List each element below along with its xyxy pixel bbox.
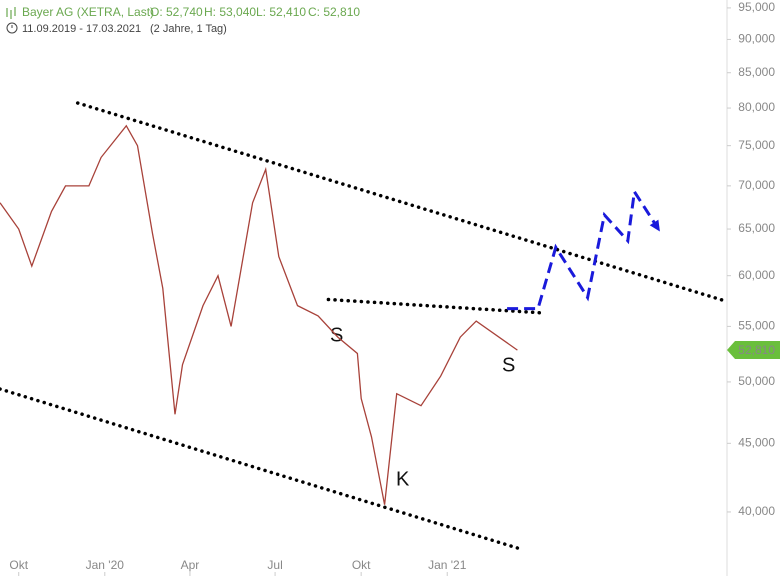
x-tick-label: Okt bbox=[9, 558, 28, 572]
clock-icon bbox=[6, 22, 18, 34]
price-line bbox=[0, 124, 518, 505]
ohlc-high: H: 53,040 bbox=[204, 5, 256, 19]
y-tick-label: 45,000 bbox=[738, 435, 775, 449]
chart-title: Bayer AG (XETRA, Last) bbox=[22, 5, 154, 19]
y-tick-label: 85,000 bbox=[738, 65, 775, 79]
y-tick-label: 80,000 bbox=[738, 100, 775, 114]
ohlc-open: O: 52,740 bbox=[150, 5, 203, 19]
y-tick-label: 95,000 bbox=[738, 0, 775, 14]
header-icons bbox=[6, 7, 16, 19]
last-price-badge bbox=[727, 341, 780, 360]
trendline bbox=[507, 187, 660, 311]
x-tick-label: Okt bbox=[352, 558, 371, 572]
period: (2 Jahre, 1 Tag) bbox=[150, 23, 227, 35]
x-tick-label: Jan '21 bbox=[428, 558, 467, 572]
ohlc-low: L: 52,410 bbox=[256, 5, 306, 19]
trendline bbox=[75, 101, 729, 304]
y-tick-label: 75,000 bbox=[738, 138, 775, 152]
last-price-label: 52,810 bbox=[738, 343, 775, 357]
y-tick-label: 70,000 bbox=[738, 178, 775, 192]
y-tick-label: 40,000 bbox=[738, 504, 775, 518]
arrow-head bbox=[649, 219, 660, 232]
y-tick-label: 50,000 bbox=[738, 374, 775, 388]
y-tick-label: 60,000 bbox=[738, 268, 775, 282]
date-range: 11.09.2019 - 17.03.2021 bbox=[22, 23, 141, 35]
x-tick-label: Jan '20 bbox=[86, 558, 125, 572]
x-tick-label: Apr bbox=[181, 558, 200, 572]
trendline bbox=[0, 387, 520, 550]
annotation: S bbox=[502, 354, 515, 376]
y-tick-label: 90,000 bbox=[738, 32, 775, 46]
y-tick-label: 55,000 bbox=[738, 319, 775, 333]
ohlc-close: C: 52,810 bbox=[308, 5, 360, 19]
y-tick-label: 65,000 bbox=[738, 221, 775, 235]
trendline bbox=[326, 297, 543, 315]
x-tick-label: Jul bbox=[267, 558, 282, 572]
annotation: K bbox=[396, 468, 410, 490]
